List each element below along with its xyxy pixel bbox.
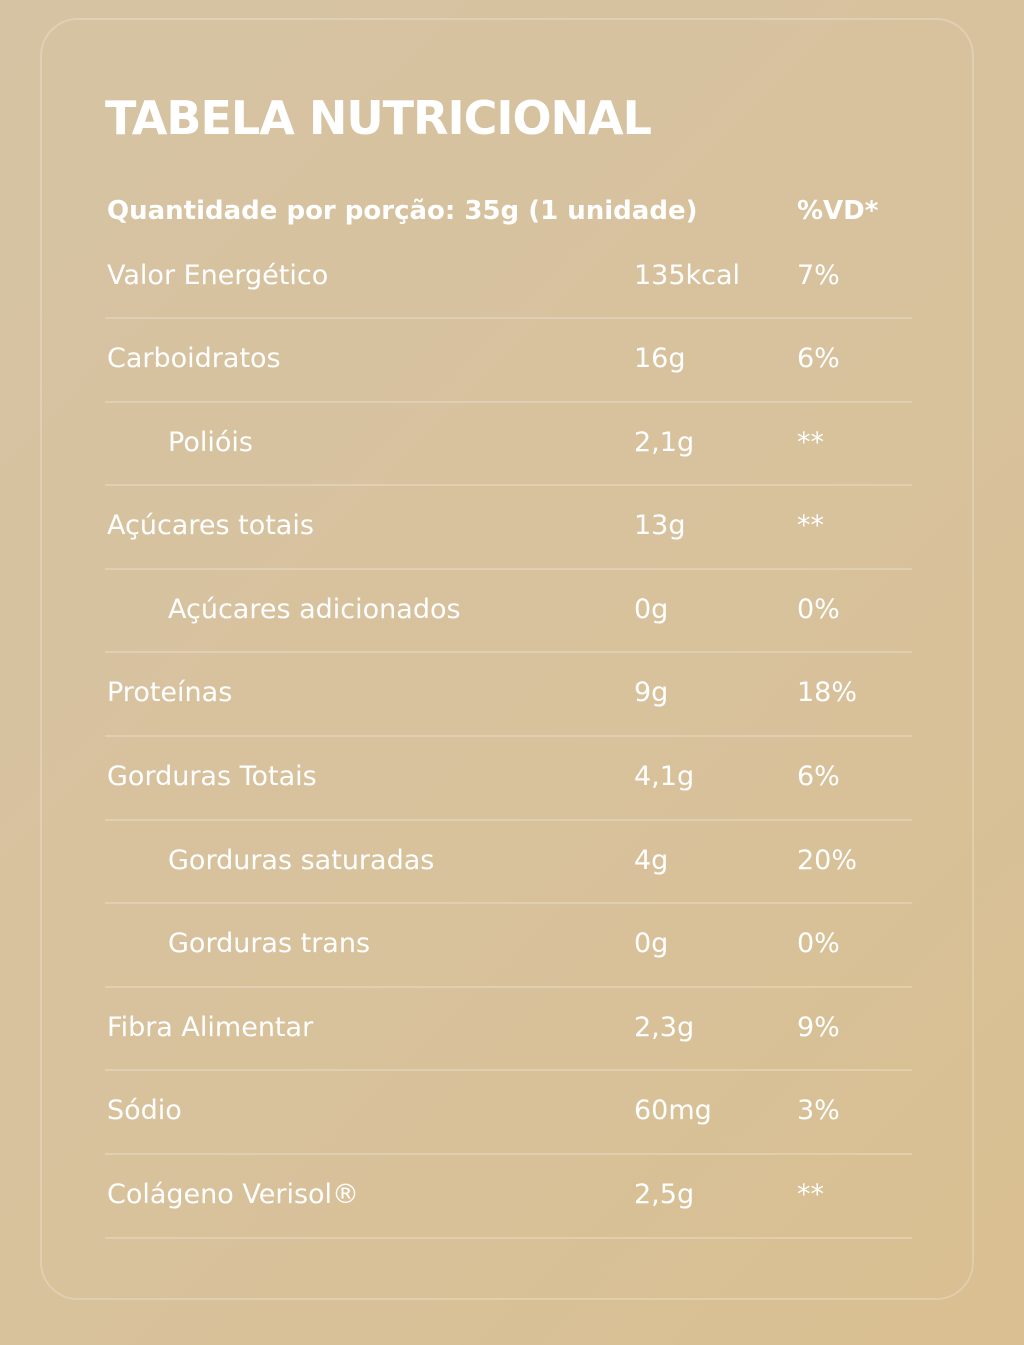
page-title: TABELA NUTRICIONAL (105, 91, 652, 145)
nutrient-name: Sódio (107, 1095, 182, 1127)
nutrient-amount: 4,1g (634, 760, 695, 792)
nutrient-name: Gorduras Totais (107, 760, 317, 792)
nutrient-vd: ** (797, 426, 824, 458)
nutrient-name: Carboidratos (107, 343, 281, 374)
nutrient-vd: 6% (797, 760, 840, 792)
nutrient-amount: 16g (634, 343, 686, 374)
table-row: Carboidratos 16g 6% (105, 319, 912, 403)
nutrient-vd: ** (797, 510, 824, 542)
nutrient-vd: 0% (797, 928, 840, 960)
table-row: Colágeno Verisol® 2,5g ** (105, 1155, 912, 1239)
nutrient-vd: 7% (797, 260, 840, 291)
table-row: Gorduras saturadas 4g 20% (105, 821, 912, 905)
nutrient-name: Gorduras trans (168, 928, 371, 960)
nutrient-amount: 135kcal (634, 260, 741, 291)
nutrient-vd: 0% (797, 593, 840, 625)
nutrient-vd: 18% (797, 677, 858, 709)
nutrient-amount: 60mg (634, 1095, 712, 1127)
vd-header: %VD* (797, 196, 879, 226)
nutrient-vd: ** (797, 1178, 824, 1210)
nutrition-card (40, 18, 974, 1300)
nutrient-name: Proteínas (107, 677, 233, 709)
table-header: Quantidade por porção: 35g (1 unidade) %… (105, 188, 912, 240)
nutrient-amount: 4g (634, 844, 669, 876)
nutrient-amount: 2,5g (634, 1178, 695, 1210)
table-row: Polióis 2,1g ** (105, 403, 912, 487)
portion-label: Quantidade por porção: 35g (1 unidade) (107, 196, 698, 226)
nutrient-amount: 0g (634, 593, 669, 625)
nutrient-amount: 2,3g (634, 1011, 695, 1043)
nutrient-vd: 9% (797, 1011, 840, 1043)
table-row: Gorduras Totais 4,1g 6% (105, 737, 912, 821)
table-row: Sódio 60mg 3% (105, 1071, 912, 1155)
table-row: Açúcares adicionados 0g 0% (105, 570, 912, 654)
table-row: Gorduras trans 0g 0% (105, 904, 912, 988)
nutrient-vd: 3% (797, 1095, 840, 1127)
nutrient-amount: 2,1g (634, 426, 695, 458)
nutrient-amount: 9g (634, 677, 669, 709)
table-row: Açúcares totais 13g ** (105, 486, 912, 570)
nutrient-name: Polióis (168, 426, 253, 458)
nutrient-name: Açúcares adicionados (168, 593, 461, 625)
nutrient-amount: 13g (634, 510, 686, 542)
nutrient-name: Colágeno Verisol® (107, 1178, 360, 1210)
nutrient-name: Açúcares totais (107, 510, 314, 542)
table-row: Fibra Alimentar 2,3g 9% (105, 988, 912, 1072)
nutrient-name: Valor Energético (107, 260, 329, 291)
table-row: Valor Energético 135kcal 7% (105, 240, 912, 319)
nutrient-vd: 20% (797, 844, 858, 876)
nutrient-amount: 0g (634, 928, 669, 960)
nutrient-name: Fibra Alimentar (107, 1011, 314, 1043)
nutrient-vd: 6% (797, 343, 840, 374)
table-row: Proteínas 9g 18% (105, 653, 912, 737)
nutrient-name: Gorduras saturadas (168, 844, 435, 876)
nutrition-table: Quantidade por porção: 35g (1 unidade) %… (105, 188, 912, 1239)
